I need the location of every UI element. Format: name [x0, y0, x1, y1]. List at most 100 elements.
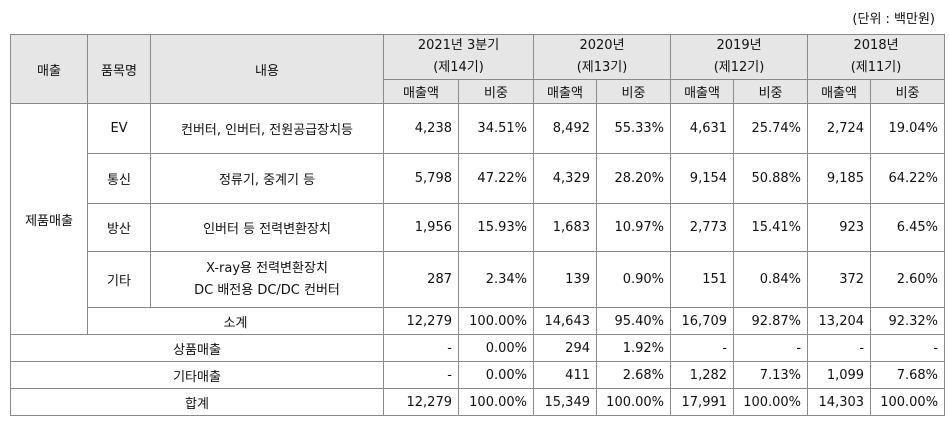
header-period-2018: 2018년 (제11기) — [807, 34, 946, 80]
value-cell: 100.00% — [733, 388, 809, 416]
value-cell: 9,154 — [670, 153, 735, 204]
value-cell: 14,643 — [533, 307, 597, 335]
value-cell: 5,798 — [383, 153, 459, 204]
value-cell: 47.22% — [458, 153, 534, 204]
header-period-2020: 2020년 (제13기) — [532, 34, 672, 80]
value-cell: 92.87% — [733, 307, 809, 335]
group-label: 제품매출 — [10, 103, 88, 335]
content-cell: X-ray용 전력변환장치 DC 배전용 DC/DC 컨버터 — [150, 251, 384, 308]
table-row: 상품매출 - 0.00% 294 1.92% - - - - — [10, 334, 946, 362]
value-cell: 0.00% — [458, 334, 534, 362]
value-cell: 55.33% — [595, 103, 672, 154]
header-content: 내용 — [150, 34, 384, 104]
value-cell: 8,492 — [533, 103, 597, 154]
value-cell: 12,279 — [383, 388, 459, 416]
header-sales: 매출 — [10, 34, 88, 104]
value-cell: 2,773 — [670, 203, 735, 252]
value-cell: 15.41% — [733, 203, 809, 252]
value-cell: - — [383, 361, 459, 389]
sub-amount: 매출액 — [807, 79, 872, 104]
value-cell: 139 — [533, 251, 597, 308]
sub-ratio: 비중 — [870, 79, 946, 104]
value-cell: 4,238 — [383, 103, 459, 154]
table-row: 방산 인버터 등 전력변환장치 1,956 15.93% 1,683 10.97… — [11, 203, 946, 252]
value-cell: 411 — [533, 361, 597, 389]
table-row: 기타매출 - 0.00% 411 2.68% 1,282 7.13% 1,099… — [10, 361, 946, 389]
value-cell: 151 — [670, 251, 735, 308]
value-cell: 0.90% — [595, 251, 672, 308]
table-body: 제품매출 EV 컨버터, 인버터, 전원공급장치등 4,238 34.51% 8… — [10, 103, 946, 416]
value-cell: - — [670, 334, 735, 362]
value-cell: 0.00% — [458, 361, 534, 389]
item-cell: 방산 — [87, 203, 151, 252]
value-cell: 9,185 — [807, 153, 872, 204]
item-cell: 통신 — [87, 153, 151, 204]
value-cell: 4,329 — [533, 153, 597, 204]
value-cell: 92.32% — [870, 307, 946, 335]
total-row: 합계 12,279 100.00% 15,349 100.00% 17,991 … — [10, 388, 946, 416]
sales-table: 매출 품목명 내용 2021년 3분기 (제14기) 2020년 (제13기) 20… — [10, 34, 946, 416]
value-cell: 100.00% — [458, 307, 534, 335]
value-cell: 19.04% — [870, 103, 946, 154]
value-cell: 7.13% — [733, 361, 809, 389]
value-cell: 17,991 — [670, 388, 735, 416]
header-item: 품목명 — [87, 34, 151, 104]
sub-amount: 매출액 — [533, 79, 597, 104]
value-cell: 64.22% — [870, 153, 946, 204]
value-cell: - — [870, 334, 946, 362]
value-cell: 0.84% — [733, 251, 809, 308]
value-cell: 28.20% — [595, 153, 672, 204]
value-cell: 16,709 — [670, 307, 735, 335]
subtotal-label: 소계 — [87, 307, 384, 335]
row-label: 상품매출 — [10, 334, 384, 362]
table-row: 기타 X-ray용 전력변환장치 DC 배전용 DC/DC 컨버터 287 2.3… — [11, 251, 946, 308]
value-cell: 1,099 — [807, 361, 872, 389]
sub-ratio: 비중 — [595, 79, 672, 104]
header-period-2021q3: 2021년 3분기 (제14기) — [383, 34, 534, 80]
value-cell: 4,631 — [670, 103, 735, 154]
header-period-2019: 2019년 (제12기) — [670, 34, 809, 80]
total-label: 합계 — [10, 388, 384, 416]
value-cell: 15,349 — [533, 388, 597, 416]
unit-note: (단위 : 백만원) — [852, 12, 935, 27]
value-cell: 100.00% — [595, 388, 672, 416]
value-cell: - — [807, 334, 872, 362]
table-row: 제품매출 EV 컨버터, 인버터, 전원공급장치등 4,238 34.51% 8… — [10, 103, 946, 335]
value-cell: 294 — [533, 334, 597, 362]
value-cell: 287 — [383, 251, 459, 308]
value-cell: 15.93% — [458, 203, 534, 252]
value-cell: 2.68% — [595, 361, 672, 389]
table-row: 통신 정류기, 중계기 등 5,798 47.22% 4,329 28.20% … — [11, 153, 946, 204]
item-cell: 기타 — [87, 251, 151, 308]
value-cell: 34.51% — [458, 103, 534, 154]
value-cell: 25.74% — [733, 103, 809, 154]
value-cell: 1,956 — [383, 203, 459, 252]
value-cell: 923 — [807, 203, 872, 252]
value-cell: 2.60% — [870, 251, 946, 308]
value-cell: 1,282 — [670, 361, 735, 389]
row-label: 기타매출 — [10, 361, 384, 389]
value-cell: 10.97% — [595, 203, 672, 252]
value-cell: 12,279 — [383, 307, 459, 335]
value-cell: 95.40% — [595, 307, 672, 335]
value-cell: 50.88% — [733, 153, 809, 204]
sub-ratio: 비중 — [458, 79, 534, 104]
value-cell: 2,724 — [807, 103, 872, 154]
value-cell: 100.00% — [870, 388, 946, 416]
content-cell: 정류기, 중계기 등 — [150, 153, 384, 204]
content-cell: 인버터 등 전력변환장치 — [150, 203, 384, 252]
value-cell: - — [733, 334, 809, 362]
subtotal-row: 소계 12,279 100.00% 14,643 95.40% 16,709 9… — [11, 307, 946, 335]
value-cell: 2.34% — [458, 251, 534, 308]
value-cell: 1,683 — [533, 203, 597, 252]
sub-amount: 매출액 — [670, 79, 735, 104]
table-header: 매출 품목명 내용 2021년 3분기 (제14기) 2020년 (제13기) 20… — [10, 34, 946, 104]
value-cell: 100.00% — [458, 388, 534, 416]
value-cell: 372 — [807, 251, 872, 308]
sub-amount: 매출액 — [383, 79, 459, 104]
item-cell: EV — [87, 103, 151, 154]
content-cell: 컨버터, 인버터, 전원공급장치등 — [150, 103, 384, 154]
value-cell: 6.45% — [870, 203, 946, 252]
value-cell: - — [383, 334, 459, 362]
value-cell: 1.92% — [595, 334, 672, 362]
